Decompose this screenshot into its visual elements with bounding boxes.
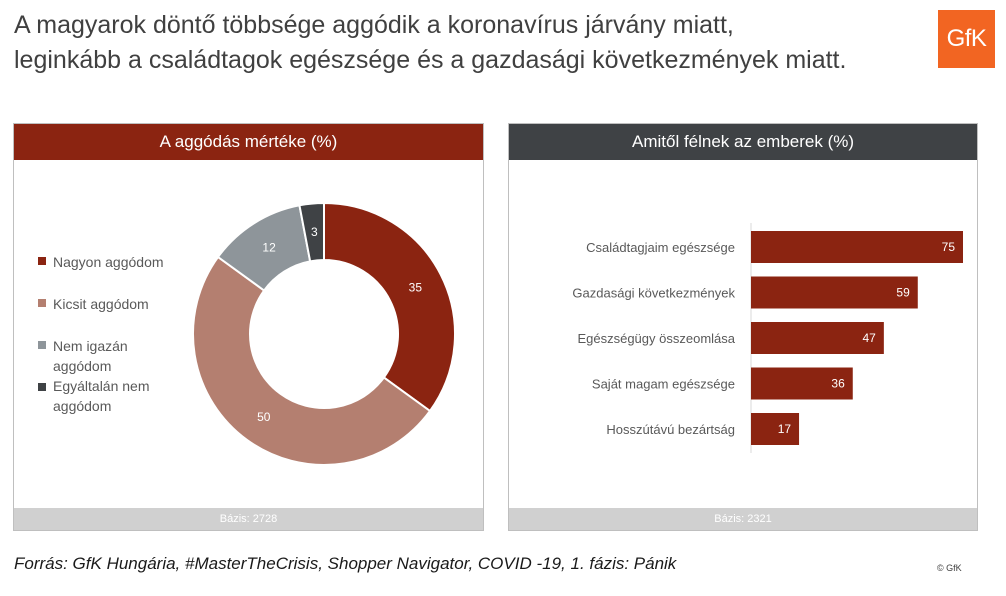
fears-base: Bázis: 2321 (509, 508, 977, 530)
donut-data-label-2: 50 (257, 410, 271, 424)
gfk-logo: GfK (938, 10, 995, 68)
bar-category-label-5: Hosszútávú bezártság (606, 422, 735, 437)
legend-label: Nem igazán aggódom (53, 338, 128, 374)
donut-chart: 35 50 12 3 (192, 201, 456, 466)
copyright: © GfK (937, 563, 962, 573)
donut-data-label-4: 3 (311, 225, 318, 239)
bar-value-label-1: 75 (942, 240, 956, 254)
legend-label: Nagyon aggódom (53, 254, 164, 270)
legend-swatch (38, 341, 46, 349)
bar-value-label-4: 36 (831, 377, 845, 391)
bar-value-label-3: 47 (862, 331, 876, 345)
legend-swatch (38, 383, 46, 391)
donut-data-label-3: 12 (262, 240, 276, 254)
bar-value-label-2: 59 (896, 286, 910, 300)
donut-slice-1 (323, 201, 456, 413)
legend-swatch (38, 299, 46, 307)
bar-category-label-1: Családtagjaim egészsége (586, 240, 735, 255)
legend-swatch (38, 257, 46, 265)
legend-label: Kicsit aggódom (53, 296, 149, 312)
donut-slice-4 (298, 201, 325, 263)
fears-panel: Amitől félnek az emberek (%) Családtagja… (508, 123, 978, 531)
legend-item-2: Kicsit aggódom (38, 294, 149, 314)
bar-2 (751, 276, 918, 309)
worry-level-base: Bázis: 2728 (14, 508, 483, 530)
bar-category-label-4: Saját magam egészsége (592, 377, 735, 392)
fears-bar-chart: Családtagjaim egészsége 75 Gazdasági követ… (572, 223, 963, 453)
bar-4 (751, 367, 853, 400)
donut-slice-2 (192, 255, 432, 466)
legend-item-1: Nagyon aggódom (38, 252, 164, 272)
bar-5 (751, 413, 800, 445)
worry-level-panel: A aggódás mértéke (%) 35 50 12 3 Nagyon agg… (13, 123, 484, 531)
bar-1 (751, 231, 963, 263)
fears-header: Amitől félnek az emberek (%) (509, 124, 977, 160)
bar-category-label-2: Gazdasági következmények (572, 286, 735, 301)
worry-level-header: A aggódás mértéke (%) (14, 124, 483, 160)
bar-category-label-3: Egészségügy összeomlása (577, 331, 735, 346)
page-title: A magyarok döntő többsége aggódik a koro… (14, 8, 914, 78)
title-line-1: A magyarok döntő többsége aggódik a koro… (14, 11, 734, 39)
legend-item-3: Nem igazán aggódom (38, 336, 143, 376)
source-note: Forrás: GfK Hungária, #MasterTheCrisis, … (14, 554, 677, 573)
legend-label: Egyáltalán nem aggódom (53, 378, 150, 414)
donut-data-label-1: 35 (409, 280, 423, 294)
legend-item-4: Egyáltalán nem aggódom (38, 378, 163, 416)
bar-3 (751, 322, 884, 354)
bar-value-label-5: 17 (778, 422, 792, 436)
title-line-2: leginkább a családtagok egészsége és a g… (14, 46, 847, 74)
